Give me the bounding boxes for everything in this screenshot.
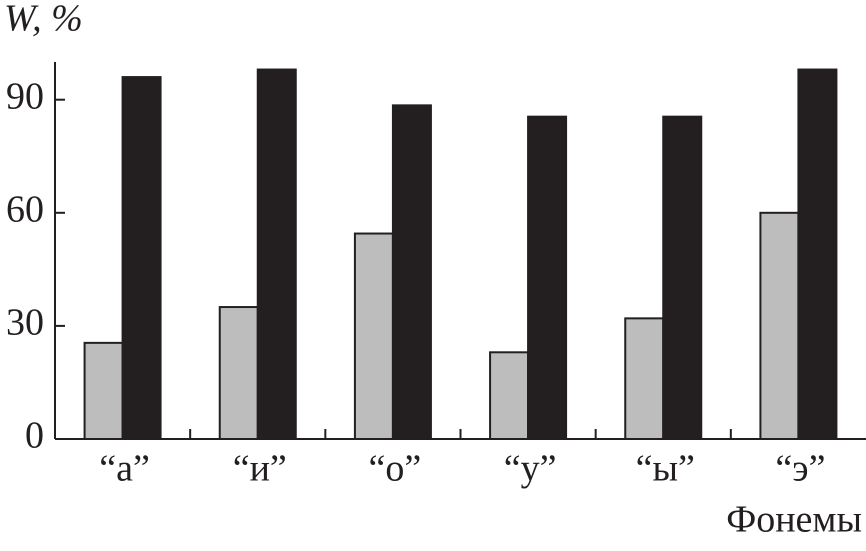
bar — [256, 68, 297, 440]
bar — [218, 306, 259, 440]
bar — [662, 115, 703, 440]
x-tick-label: “и” — [233, 448, 287, 490]
x-tick-label: “о” — [369, 448, 422, 490]
bar — [489, 351, 530, 441]
y-tick-label: 90 — [6, 75, 44, 117]
x-tick-label: “а” — [99, 448, 150, 490]
bar — [121, 76, 162, 441]
y-tick-label: 60 — [6, 189, 44, 231]
x-tick-label: “ы” — [636, 448, 695, 490]
bar — [624, 317, 665, 440]
bar — [797, 68, 838, 440]
x-tick-label: “у” — [504, 448, 557, 490]
bar — [353, 232, 394, 440]
bar — [527, 115, 568, 440]
bar — [391, 104, 432, 440]
y-tick-label: 0 — [25, 415, 44, 457]
x-tick-label: “э” — [775, 448, 825, 490]
bar — [759, 211, 800, 440]
y-axis-label: W, % — [4, 0, 83, 40]
y-tick-label: 30 — [6, 302, 44, 344]
x-axis-label: Фонемы — [726, 499, 862, 541]
bar — [83, 341, 124, 440]
